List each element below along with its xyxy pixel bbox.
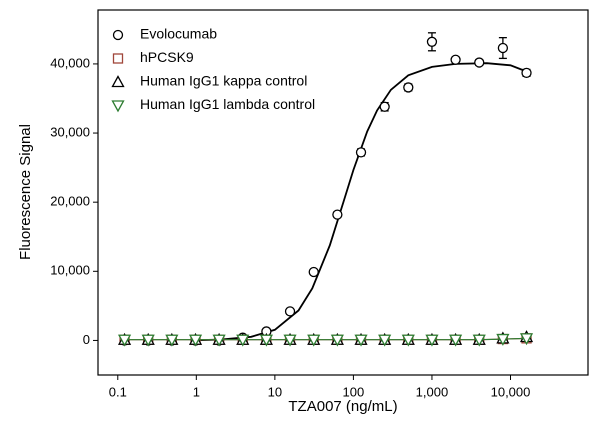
data-point	[307, 334, 321, 347]
data-point	[283, 334, 297, 347]
data-point	[165, 334, 179, 347]
data-point	[188, 334, 203, 347]
legend-label: Human IgG1 kappa control	[140, 73, 307, 89]
legend-marker	[111, 100, 125, 113]
y-tick-label: 0	[83, 332, 90, 347]
x-axis-title: TZA007 (ng/mL)	[288, 398, 397, 415]
data-point	[401, 334, 415, 347]
data-point	[472, 334, 486, 347]
data-point	[497, 42, 509, 54]
data-point	[521, 67, 532, 79]
series-line	[124, 337, 527, 341]
x-tick-label: 1,000	[416, 384, 449, 399]
data-point	[259, 334, 273, 347]
plot-frame	[97, 9, 589, 376]
x-tick-label: 0.1	[109, 384, 127, 399]
x-tick-label: 1	[193, 384, 200, 399]
data-point	[448, 334, 463, 347]
y-tick-label: 30,000	[50, 124, 90, 139]
x-tick-label: 100	[343, 384, 365, 399]
legend-label: Evolocumab	[140, 26, 217, 42]
data-point	[284, 306, 296, 317]
y-tick-label: 40,000	[50, 55, 90, 70]
data-point	[308, 266, 319, 278]
data-point	[519, 333, 534, 346]
legend-label: hPCSK9	[140, 49, 194, 65]
data-point	[354, 334, 368, 347]
legend-marker	[112, 29, 124, 41]
data-point	[212, 334, 226, 347]
x-tick-label: 10,000	[491, 384, 531, 399]
data-point	[141, 334, 155, 347]
legend-marker	[111, 75, 125, 88]
y-tick-label: 10,000	[50, 263, 90, 278]
data-point	[330, 334, 344, 347]
data-point	[332, 209, 343, 220]
data-point	[236, 334, 250, 347]
legend-label: Human IgG1 lambda control	[140, 96, 315, 112]
data-point	[117, 334, 132, 347]
data-point	[425, 334, 439, 347]
data-point	[474, 57, 485, 68]
legend-marker	[112, 53, 124, 64]
data-point	[403, 82, 414, 93]
y-axis-title: Fluorescence Signal	[17, 124, 34, 260]
data-point	[378, 334, 392, 347]
data-point	[496, 333, 510, 346]
data-point	[379, 101, 390, 112]
x-tick-label: 10	[268, 384, 282, 399]
data-point	[355, 147, 367, 158]
data-point	[426, 36, 438, 47]
y-tick-label: 20,000	[50, 194, 90, 209]
data-point	[450, 54, 461, 65]
